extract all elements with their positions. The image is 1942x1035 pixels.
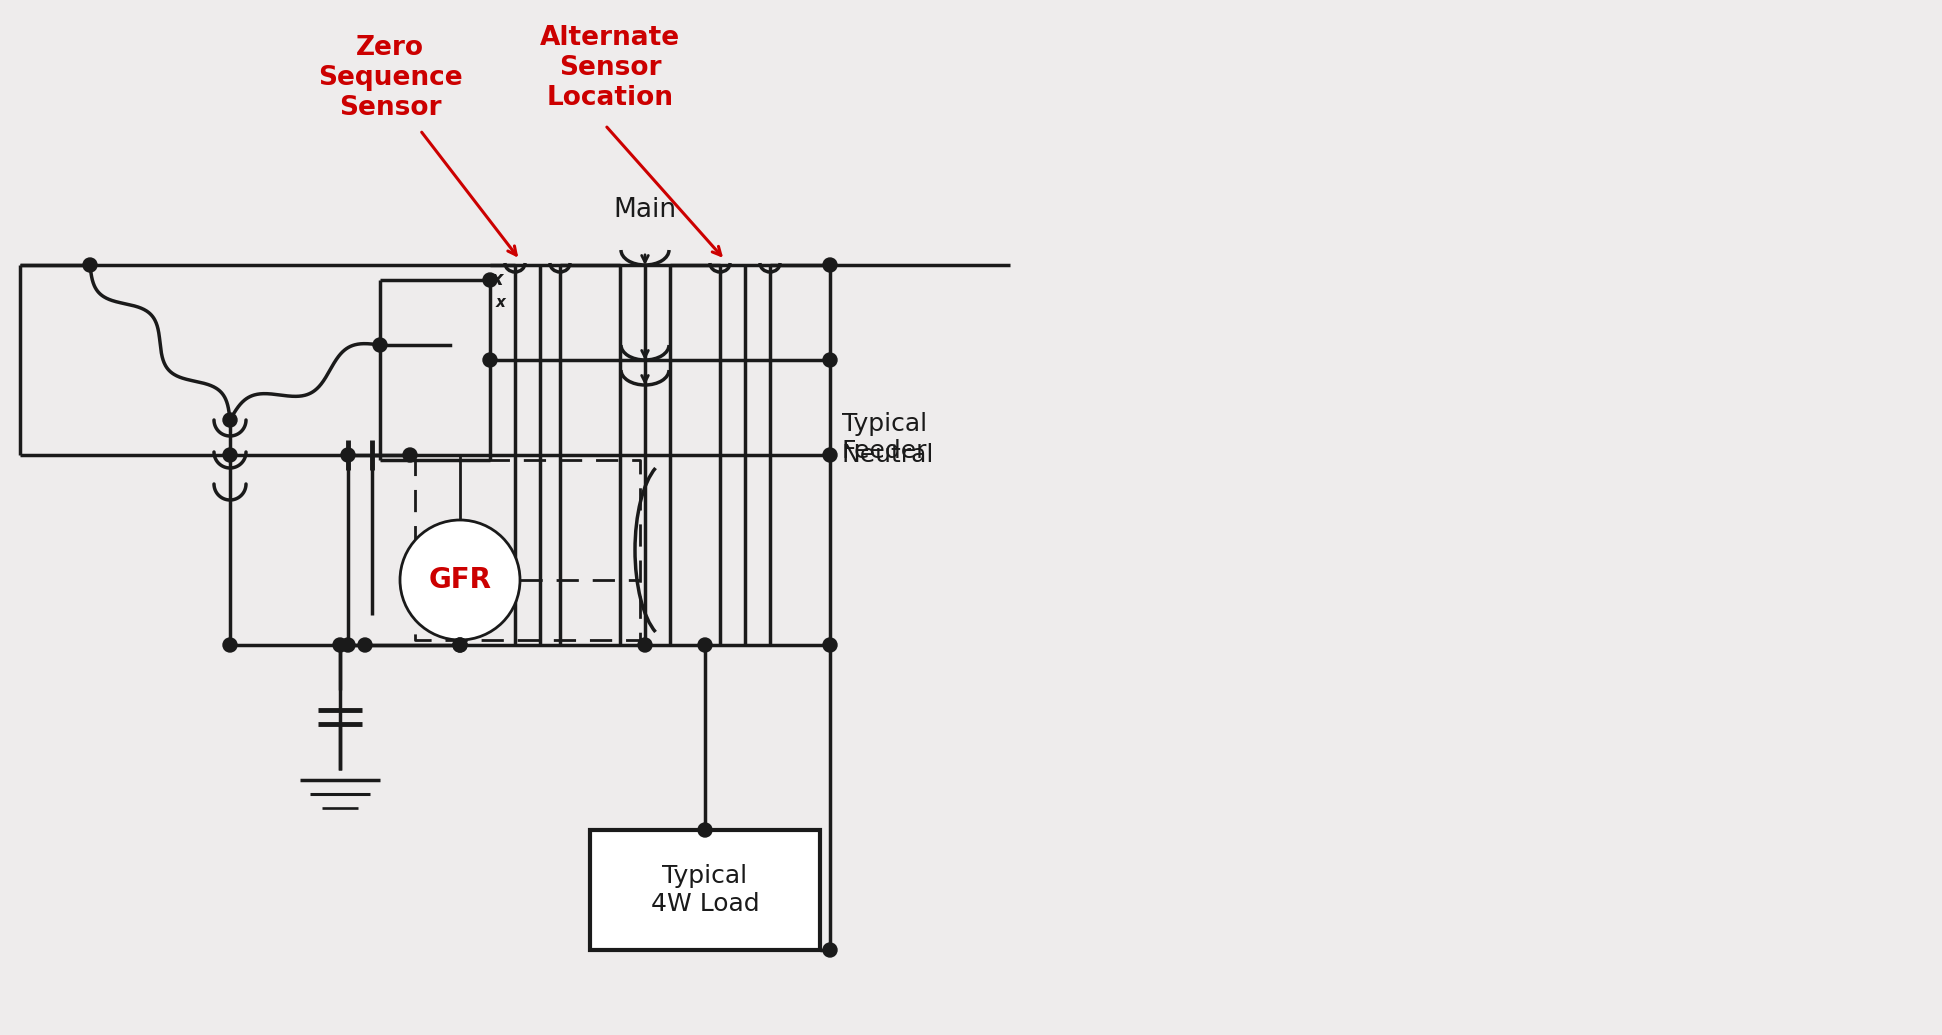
Circle shape xyxy=(223,448,237,462)
Text: Typical
Feeder: Typical Feeder xyxy=(843,412,928,464)
Circle shape xyxy=(823,258,837,272)
Circle shape xyxy=(223,638,237,652)
Circle shape xyxy=(342,448,355,462)
FancyBboxPatch shape xyxy=(590,830,820,950)
Circle shape xyxy=(373,338,386,352)
Circle shape xyxy=(223,413,237,427)
Circle shape xyxy=(823,353,837,367)
Circle shape xyxy=(342,638,355,652)
Text: Neutral: Neutral xyxy=(843,443,934,467)
Text: Zero
Sequence
Sensor: Zero Sequence Sensor xyxy=(318,35,462,121)
Circle shape xyxy=(452,638,466,652)
Circle shape xyxy=(484,273,497,287)
Text: Typical
4W Load: Typical 4W Load xyxy=(651,864,759,916)
Circle shape xyxy=(823,638,837,652)
Circle shape xyxy=(84,258,97,272)
Circle shape xyxy=(823,943,837,957)
Circle shape xyxy=(404,448,418,462)
Text: x: x xyxy=(495,295,507,310)
Ellipse shape xyxy=(400,520,520,640)
Circle shape xyxy=(332,638,348,652)
Circle shape xyxy=(484,353,497,367)
Circle shape xyxy=(697,638,713,652)
Text: x: x xyxy=(491,270,503,289)
Text: GFR: GFR xyxy=(429,566,491,594)
Circle shape xyxy=(452,638,466,652)
Circle shape xyxy=(639,638,653,652)
Circle shape xyxy=(697,823,713,837)
Text: Main: Main xyxy=(614,197,676,223)
Circle shape xyxy=(357,638,373,652)
Text: Alternate
Sensor
Location: Alternate Sensor Location xyxy=(540,25,680,111)
Circle shape xyxy=(823,448,837,462)
